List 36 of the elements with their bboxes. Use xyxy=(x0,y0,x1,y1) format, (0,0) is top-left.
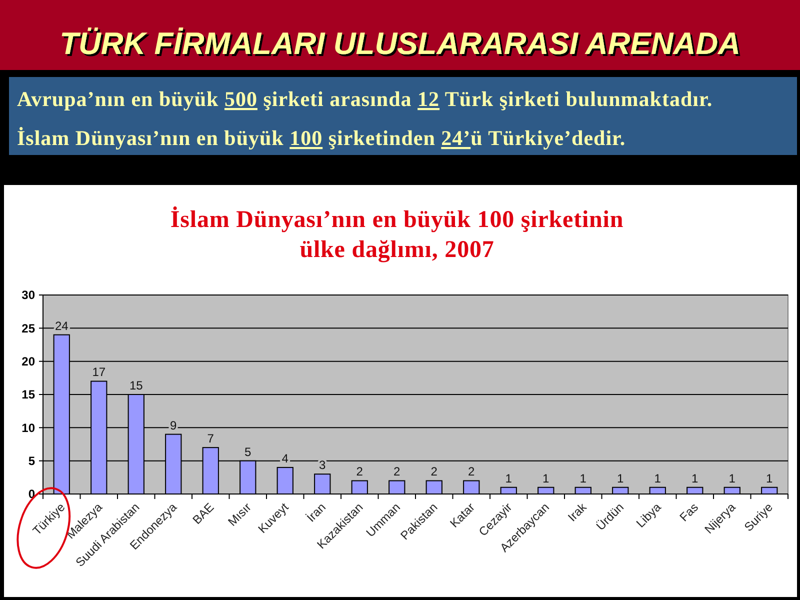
bar xyxy=(351,480,368,494)
data-label: 1 xyxy=(505,471,512,486)
bar xyxy=(463,480,480,494)
data-label: 1 xyxy=(654,471,662,486)
y-tick-label: 30 xyxy=(22,288,36,302)
data-label: 2 xyxy=(394,464,401,479)
data-label: 17 xyxy=(92,365,106,380)
data-label: 1 xyxy=(580,471,587,486)
y-tick-label: 25 xyxy=(22,321,36,336)
text: Avrupa’nın en büyük 500 şirketi arasında 12 Türk şirketi bulunmaktadır. xyxy=(17,87,713,111)
y-tick-label: 0 xyxy=(28,487,36,502)
y-tick-label: 15 xyxy=(22,388,36,402)
data-label: 2 xyxy=(356,464,364,479)
bar xyxy=(426,480,442,494)
data-label: 7 xyxy=(207,432,214,446)
y-tick-label: 5 xyxy=(28,454,36,468)
data-label: 1 xyxy=(766,471,774,486)
text: İslam Dünyası’nın en büyük 100 şirketinden 24’ü Türkiye’dedir. xyxy=(17,126,626,150)
data-label: 1 xyxy=(542,471,550,486)
data-label: 2 xyxy=(430,464,438,479)
bar xyxy=(388,480,406,494)
chart-title: TÜRK FİRMALARI ULUSLARARASI ARENADA xyxy=(60,26,740,61)
bar xyxy=(276,466,294,494)
y-tick-label: 10 xyxy=(22,420,36,435)
data-label: 1 xyxy=(617,471,624,486)
bar xyxy=(314,474,331,494)
x-tick-label: Irak xyxy=(565,499,590,524)
data-label: 5 xyxy=(244,444,252,459)
data-label: 1 xyxy=(728,471,736,486)
chart-subtitle: İslam Dünyası’nın en büyük 100 şirketinin ülke dağlımı, 2007 xyxy=(170,206,624,263)
y-tick-label: 20 xyxy=(22,354,36,369)
x-tick-label: Fas xyxy=(676,500,701,524)
data-label: 3 xyxy=(319,458,326,472)
data-label: 1 xyxy=(692,471,699,486)
data-label: 15 xyxy=(129,378,144,392)
data-label: 2 xyxy=(468,464,476,479)
